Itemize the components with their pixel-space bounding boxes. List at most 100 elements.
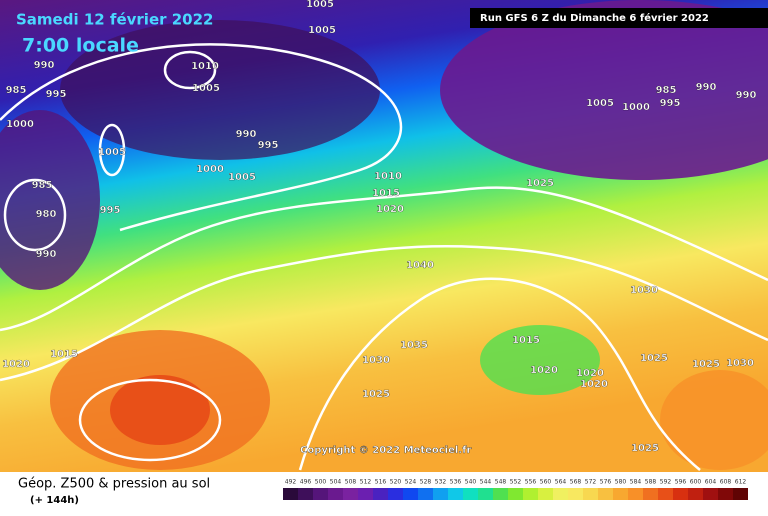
scale-swatch (658, 488, 673, 500)
scale-swatch (703, 488, 718, 500)
scale-label: 496 (300, 479, 312, 486)
legend-title: Géop. Z500 & pression au sol (18, 477, 210, 492)
scale-swatch (643, 488, 658, 500)
isobar-label: 1005 (308, 25, 336, 36)
scale-swatch (463, 488, 478, 500)
scale-label: 584 (630, 479, 642, 486)
scale-label: 592 (660, 479, 672, 486)
isobar-label: 1015 (50, 349, 78, 360)
blob (0, 110, 100, 290)
scale-swatch (538, 488, 553, 500)
time: 7:00 locale (22, 35, 139, 57)
scale-label: 512 (360, 479, 372, 486)
scale-label: 508 (345, 479, 357, 486)
scale-swatch (493, 488, 508, 500)
scale-swatch (598, 488, 613, 500)
scale-label: 576 (600, 479, 612, 486)
isobar-label: 1000 (622, 102, 650, 113)
isobar-label: 995 (46, 89, 67, 100)
isobar-label: 1020 (576, 368, 604, 379)
isobar-label: 990 (696, 82, 717, 93)
scale-swatch (328, 488, 343, 500)
blob (480, 325, 600, 395)
scale-label: 504 (330, 479, 342, 486)
scale-swatch (343, 488, 358, 500)
isobar-label: 1020 (376, 204, 404, 215)
isobars (0, 43, 768, 471)
isobar-label: 1025 (692, 359, 720, 370)
isobar-label: 1025 (362, 389, 390, 400)
isobar-label: 1025 (640, 353, 668, 364)
lead-time: (+ 144h) (30, 495, 79, 506)
scale-label: 520 (390, 479, 402, 486)
isobar-label: 1035 (400, 340, 428, 351)
isobar-label: 1005 (98, 147, 126, 158)
scale-swatch (688, 488, 703, 500)
scale-swatch (418, 488, 433, 500)
scale-swatch (283, 488, 298, 500)
scale-swatch (628, 488, 643, 500)
isobar-label: 990 (36, 249, 57, 260)
isobar-label: 990 (736, 90, 757, 101)
isobar-label: 995 (258, 140, 279, 151)
scale-swatch (403, 488, 418, 500)
blob (660, 370, 768, 470)
scale-swatch (478, 488, 493, 500)
isobar-label: 1030 (362, 355, 390, 366)
scale-label: 536 (450, 479, 462, 486)
scale-swatch (673, 488, 688, 500)
scale-label: 548 (495, 479, 507, 486)
scale-label: 556 (525, 479, 537, 486)
scale-swatch (613, 488, 628, 500)
isobar-label: 1005 (306, 0, 334, 10)
isobar-label: 1010 (374, 171, 402, 182)
scale-swatch (448, 488, 463, 500)
isobar-label: 1040 (406, 260, 434, 271)
isobar-label: 990 (236, 129, 257, 140)
scale-label: 540 (465, 479, 477, 486)
scale-label: 528 (420, 479, 432, 486)
isobar-label: 1015 (372, 188, 400, 199)
scale-swatch (358, 488, 373, 500)
isobar-label: 1025 (631, 443, 659, 454)
scale-swatch (583, 488, 598, 500)
scale-swatch (733, 488, 748, 500)
isobar-label: 1020 (2, 359, 30, 370)
isobar-label: 1030 (726, 358, 754, 369)
scale-label: 532 (435, 479, 447, 486)
scale-swatch (523, 488, 538, 500)
isobar-label: 995 (100, 205, 121, 216)
isobar-label: 985 (6, 85, 27, 96)
scale-swatch (298, 488, 313, 500)
scale-label: 560 (540, 479, 552, 486)
scale-label: 596 (675, 479, 687, 486)
scale-label: 544 (480, 479, 492, 486)
isobar-label: 1025 (526, 178, 554, 189)
scale-label: 552 (510, 479, 522, 486)
scale-label: 608 (720, 479, 732, 486)
scale-label: 516 (375, 479, 387, 486)
run: Run GFS 6 Z du Dimanche 6 février 2022 (480, 12, 709, 24)
isobar-label: 1020 (580, 379, 608, 390)
scale-swatch (568, 488, 583, 500)
isobar-label: 1005 (586, 98, 614, 109)
isobar-label: 1005 (228, 172, 256, 183)
run-box (470, 8, 768, 28)
isobar-label: 985 (32, 180, 53, 191)
scale-label: 600 (690, 479, 702, 486)
scale-swatch (388, 488, 403, 500)
isobar-label: 985 (656, 85, 677, 96)
scale-label: 524 (405, 479, 417, 486)
scale-label: 588 (645, 479, 657, 486)
date: Samedi 12 février 2022 (16, 11, 213, 29)
scale-label: 492 (285, 479, 297, 486)
scale-swatch (508, 488, 523, 500)
scale-label: 572 (585, 479, 597, 486)
blob (110, 375, 210, 445)
scale-swatch (553, 488, 568, 500)
isobar-label: 980 (36, 209, 57, 220)
isobar-label: 1000 (6, 119, 34, 130)
scale-label: 612 (735, 479, 747, 486)
isobar-label: 1020 (530, 365, 558, 376)
scale-swatch (373, 488, 388, 500)
